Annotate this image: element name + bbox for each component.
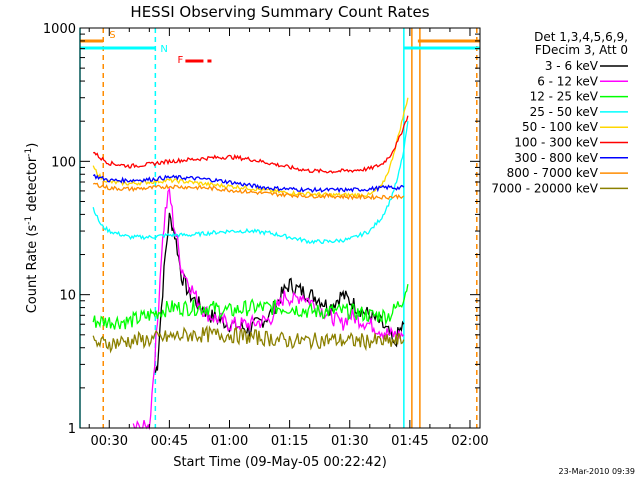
legend-label-8: 800 - 7000 keV	[507, 166, 599, 180]
series-line-3	[92, 283, 409, 330]
annotation-n: N	[160, 44, 167, 55]
legend-label-5: 50 - 100 keV	[522, 120, 599, 134]
x-tick-label: 01:00	[211, 434, 248, 449]
legend-label-4: 25 - 50 keV	[530, 105, 599, 119]
x-tick-label: 01:30	[331, 434, 368, 449]
legend-label-7: 300 - 800 keV	[514, 151, 598, 165]
x-tick-label: 00:30	[91, 434, 128, 449]
x-tick-label: 02:00	[451, 434, 488, 449]
footer-timestamp: 23-Mar-2010 09:39	[559, 467, 636, 476]
annotation-f: F	[177, 55, 183, 66]
x-axis-label: Start Time (09-May-05 00:22:42)	[173, 455, 387, 470]
y-axis-label: Count Rate (s-1 detector-1)	[24, 143, 40, 314]
series-line-5	[92, 97, 409, 199]
legend-label-2: 6 - 12 keV	[537, 74, 599, 88]
annotation-s: S	[109, 30, 115, 41]
plot-frame	[79, 27, 481, 429]
y-tick-label: 10	[59, 289, 76, 304]
x-tick-label: 01:15	[271, 434, 308, 449]
x-tick-label: 01:45	[391, 434, 428, 449]
y-tick-label: 1000	[43, 22, 76, 37]
series-lines	[92, 97, 409, 431]
y-tick-label: 1	[68, 422, 76, 437]
legend-label-1: 3 - 6 keV	[545, 59, 599, 73]
legend-header-line-2: FDecim 3, Att 0	[535, 43, 628, 57]
series-line-2	[132, 187, 405, 431]
legend: Det 1,3,4,5,6,9,FDecim 3, Att 0 3 - 6 keV…	[491, 30, 628, 195]
x-tick-label: 00:45	[151, 434, 188, 449]
legend-header-line-1: Det 1,3,4,5,6,9,	[534, 30, 628, 44]
series-line-6	[93, 115, 409, 174]
chart-title: HESSI Observing Summary Count Rates	[130, 3, 429, 21]
annotations: S NF	[109, 30, 183, 66]
legend-label-9: 7000 - 20000 keV	[491, 181, 598, 195]
series-line-7	[92, 173, 405, 194]
tick-labels: 00:30 00:45 01:00 01:15 01:30 01:45 02:00 1 10 10…	[43, 22, 489, 449]
y-tick-label: 100	[51, 155, 76, 170]
axes	[79, 27, 481, 429]
legend-label-6: 100 - 300 keV	[514, 136, 598, 150]
series-line-9	[92, 324, 405, 354]
legend-label-3: 12 - 25 keV	[530, 90, 599, 104]
series-line-4	[92, 121, 409, 245]
series-line-8	[92, 182, 405, 201]
